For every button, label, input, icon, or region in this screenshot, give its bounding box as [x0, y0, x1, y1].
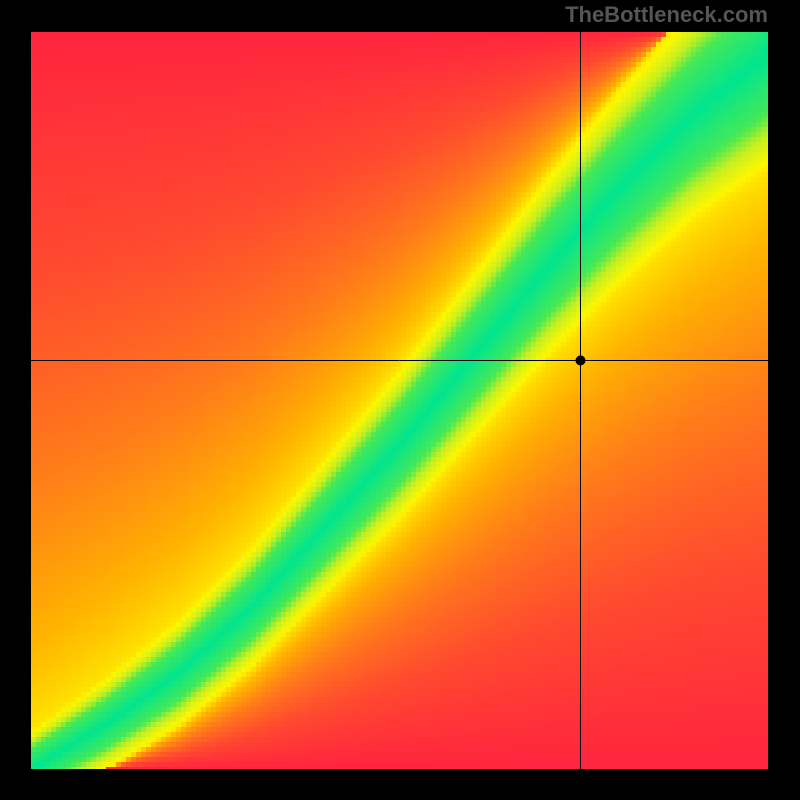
- watermark-text: TheBottleneck.com: [565, 2, 768, 28]
- chart-container: TheBottleneck.com: [0, 0, 800, 800]
- bottleneck-heatmap: [31, 32, 768, 769]
